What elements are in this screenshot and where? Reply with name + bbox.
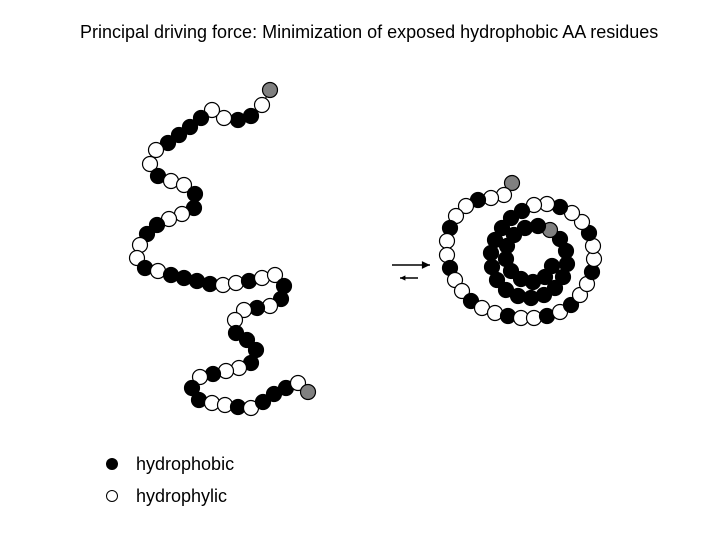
legend-row-hydrophilic: hydrophylic — [88, 480, 234, 512]
legend-label-hydrophobic: hydrophobic — [136, 454, 234, 475]
hydrophobic-icon — [88, 458, 136, 470]
legend-label-hydrophilic: hydrophylic — [136, 486, 227, 507]
legend-row-hydrophobic: hydrophobic — [88, 448, 234, 480]
legend: hydrophobic hydrophylic — [88, 448, 234, 512]
hydrophilic-icon — [88, 490, 136, 502]
